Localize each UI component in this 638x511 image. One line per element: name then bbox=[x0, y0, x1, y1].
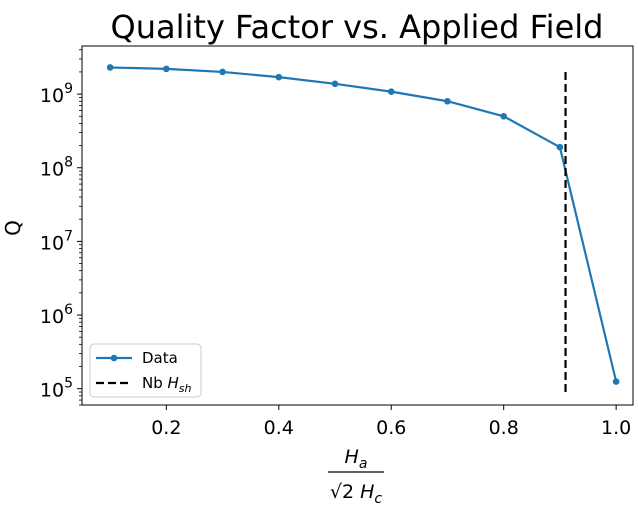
legend-label: Nb Hsh bbox=[142, 374, 192, 395]
y-tick-label: 106 bbox=[40, 302, 73, 328]
legend-label: Data bbox=[142, 349, 178, 367]
data-point bbox=[219, 68, 226, 76]
data-point bbox=[612, 378, 620, 385]
data-point bbox=[500, 112, 507, 120]
x-tick-label: 0.8 bbox=[489, 417, 519, 439]
axes-layer: 0.2 0.4 0.6 0.8 1.0 105 106 107 108 109 bbox=[40, 45, 634, 439]
y-tick-label: 108 bbox=[40, 155, 73, 181]
data-point bbox=[444, 97, 451, 105]
x-label-denominator: √2 Hc bbox=[330, 481, 383, 507]
x-label-numerator: Ha bbox=[345, 446, 368, 472]
data-point bbox=[275, 73, 283, 81]
y-tick-label: 107 bbox=[40, 228, 73, 254]
y-tick-label: 105 bbox=[40, 376, 73, 402]
chart-title: Quality Factor vs. Applied Field bbox=[111, 8, 604, 46]
x-tick-label: 1.0 bbox=[601, 417, 631, 439]
data-point bbox=[331, 80, 339, 88]
data-line bbox=[110, 66, 618, 382]
x-axis-label: Ha √2 Hc bbox=[328, 446, 384, 507]
data-point bbox=[106, 64, 114, 71]
series-layer bbox=[106, 64, 620, 393]
y-axis-label: Q bbox=[1, 220, 25, 236]
x-tick-label: 0.2 bbox=[151, 417, 181, 439]
plot-frame bbox=[81, 45, 634, 406]
data-point bbox=[556, 143, 564, 151]
data-point bbox=[163, 65, 170, 73]
legend-swatch-marker bbox=[110, 354, 118, 362]
x-tick-label: 0.4 bbox=[264, 417, 294, 439]
x-tick-label: 0.6 bbox=[376, 417, 406, 439]
y-tick-label: 109 bbox=[40, 81, 73, 107]
legend: Data Nb Hsh bbox=[89, 343, 202, 398]
data-point bbox=[387, 88, 395, 95]
